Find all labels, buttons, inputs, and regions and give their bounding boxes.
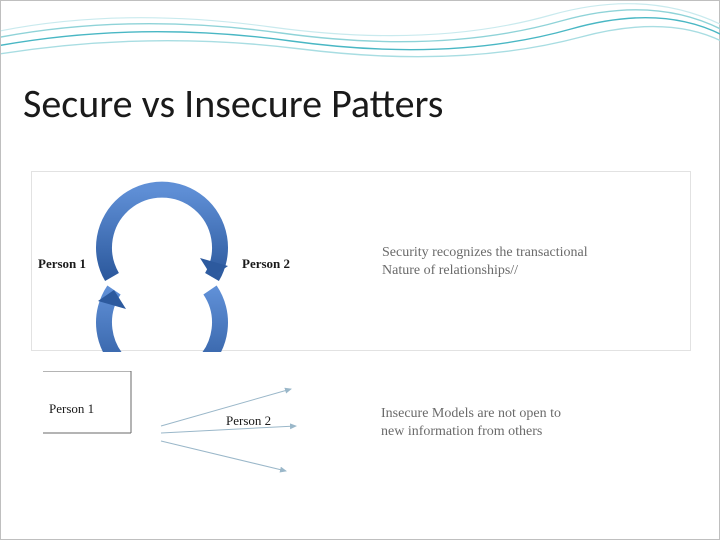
insecure-person2-label: Person 2 <box>226 413 271 429</box>
secure-panel: Person 1 Person 2 Security recognizes th… <box>31 171 691 351</box>
wave-decoration <box>1 1 720 81</box>
insecure-panel: Person 1 Person 2 Insecure Models are no… <box>31 371 691 501</box>
insecure-desc-line1: Insecure Models are not open to <box>381 406 561 421</box>
secure-person1-label: Person 1 <box>38 256 86 272</box>
insecure-person1-label: Person 1 <box>49 401 94 417</box>
secure-desc-line1: Security recognizes the transactional <box>382 245 588 260</box>
secure-person2-label: Person 2 <box>242 256 290 272</box>
slide-title: Secure vs Insecure Patters <box>23 79 443 128</box>
branch-diagram-icon <box>31 371 371 501</box>
secure-description: Security recognizes the transactional Na… <box>382 244 682 279</box>
secure-desc-line2: Nature of relationships// <box>382 263 518 278</box>
insecure-desc-line2: new information from others <box>381 424 542 439</box>
insecure-description: Insecure Models are not open to new info… <box>381 405 681 440</box>
slide-container: Secure vs Insecure Patters Person 1 Pers… <box>0 0 720 540</box>
